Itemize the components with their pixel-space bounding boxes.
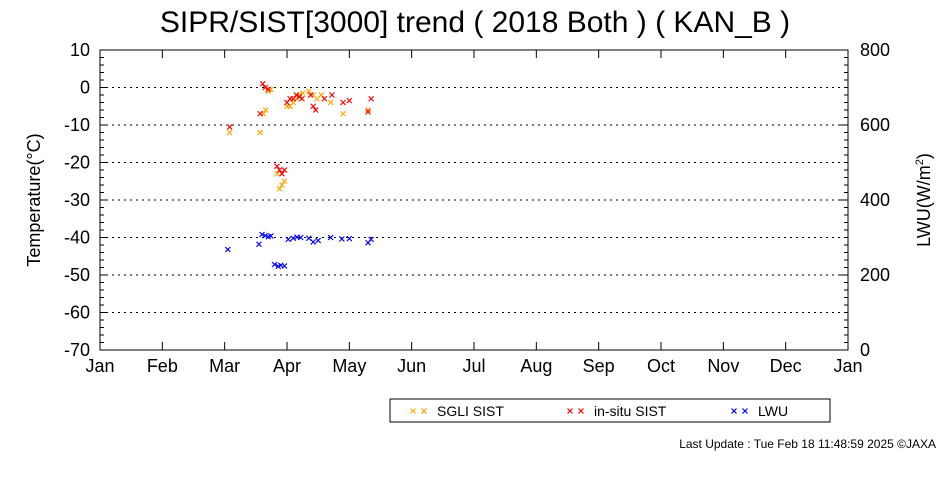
x-tick-label: May bbox=[332, 356, 366, 376]
axis-ticks bbox=[99, 49, 849, 351]
series-2 bbox=[224, 231, 375, 270]
data-point bbox=[327, 234, 334, 241]
series-0 bbox=[226, 86, 371, 192]
legend-marker bbox=[421, 408, 427, 414]
x-tick-label: Oct bbox=[647, 356, 675, 376]
last-update-text: Last Update : Tue Feb 18 11:48:59 2025 ©… bbox=[679, 437, 936, 451]
legend-marker bbox=[410, 408, 416, 414]
y2-tick-label: 0 bbox=[860, 340, 870, 360]
y-axis-label-right-sup: 2 bbox=[914, 159, 926, 165]
data-point bbox=[312, 107, 319, 113]
legend-marker bbox=[731, 408, 737, 414]
legend-label: LWU bbox=[758, 403, 788, 419]
legend: SGLI SIST in-situ SIST LWU bbox=[389, 398, 831, 423]
legend-label: SGLI SIST bbox=[437, 403, 504, 419]
tick-labels: 100-10-20-30-40-50-60-708006004002000Jan… bbox=[64, 40, 890, 376]
data-point bbox=[276, 185, 283, 192]
data-point bbox=[281, 167, 288, 173]
y-tick-label: -20 bbox=[64, 153, 90, 173]
y-tick-label: -60 bbox=[64, 303, 90, 323]
legend-marker bbox=[578, 408, 584, 414]
y-axis-label-right-main: LWU(W/m bbox=[914, 165, 934, 247]
data-point bbox=[310, 239, 317, 245]
data-point bbox=[257, 129, 264, 136]
data-point bbox=[257, 110, 264, 117]
y-axis-label-right: LWU(W/m2) bbox=[914, 153, 934, 247]
y-tick-label: 0 bbox=[80, 78, 90, 98]
legend-label: in-situ SIST bbox=[594, 403, 667, 419]
data-point bbox=[262, 232, 269, 239]
data-point bbox=[368, 95, 375, 102]
data-point bbox=[346, 97, 353, 104]
grid-lines bbox=[100, 87, 848, 313]
data-point bbox=[224, 246, 231, 253]
y-axis-label-right-end: ) bbox=[914, 153, 934, 159]
data-point bbox=[259, 80, 266, 87]
x-tick-label: Sep bbox=[583, 356, 615, 376]
data-point bbox=[321, 95, 328, 102]
chart-title: SIPR/SIST[3000] trend ( 2018 Both ) ( KA… bbox=[159, 6, 791, 39]
data-point bbox=[281, 263, 288, 269]
data-point bbox=[285, 236, 292, 243]
x-tick-label: Nov bbox=[707, 356, 739, 376]
y-tick-label: -70 bbox=[64, 340, 90, 360]
data-point bbox=[365, 108, 371, 115]
data-point bbox=[274, 170, 280, 177]
data-markers bbox=[224, 80, 375, 270]
data-point bbox=[274, 163, 280, 170]
data-point bbox=[281, 178, 288, 185]
data-point bbox=[338, 236, 345, 242]
data-point bbox=[327, 99, 334, 106]
data-point bbox=[293, 92, 300, 98]
data-point bbox=[279, 170, 285, 177]
x-tick-label: Jul bbox=[462, 356, 485, 376]
data-point bbox=[340, 99, 347, 106]
x-tick-label: Jun bbox=[397, 356, 426, 376]
data-point bbox=[310, 103, 317, 110]
x-tick-label: Mar bbox=[209, 356, 240, 376]
data-point bbox=[297, 234, 304, 241]
legend-box bbox=[389, 398, 831, 423]
data-point bbox=[346, 235, 353, 242]
y2-tick-label: 600 bbox=[860, 115, 890, 135]
data-point bbox=[315, 237, 322, 244]
y-tick-label: 10 bbox=[70, 40, 90, 60]
data-point bbox=[262, 107, 269, 113]
x-tick-label: Aug bbox=[520, 356, 552, 376]
legend-marker bbox=[567, 408, 573, 414]
data-point bbox=[279, 182, 285, 188]
x-tick-label: Jan bbox=[85, 356, 114, 376]
data-point bbox=[340, 110, 347, 117]
data-point bbox=[226, 123, 233, 130]
data-point bbox=[276, 167, 283, 173]
data-point bbox=[368, 236, 375, 243]
data-point bbox=[256, 241, 262, 248]
x-tick-label: Feb bbox=[147, 356, 178, 376]
legend-marker bbox=[742, 408, 748, 414]
data-point bbox=[290, 235, 297, 242]
data-point bbox=[259, 231, 265, 238]
y2-tick-label: 800 bbox=[860, 40, 890, 60]
x-tick-label: Jan bbox=[833, 356, 862, 376]
data-point bbox=[299, 95, 305, 102]
y2-tick-label: 400 bbox=[860, 190, 890, 210]
data-point bbox=[226, 129, 233, 136]
data-point bbox=[271, 261, 278, 268]
x-tick-label: Dec bbox=[770, 356, 802, 376]
series-1 bbox=[226, 80, 375, 177]
data-point bbox=[267, 233, 274, 239]
y-tick-label: -40 bbox=[64, 228, 90, 248]
y-tick-label: -10 bbox=[64, 115, 90, 135]
data-point bbox=[265, 86, 272, 93]
data-point bbox=[328, 92, 335, 98]
y-tick-label: -50 bbox=[64, 265, 90, 285]
data-point bbox=[307, 92, 314, 98]
data-point bbox=[262, 84, 269, 91]
data-point bbox=[365, 107, 371, 113]
x-tick-label: Apr bbox=[273, 356, 301, 376]
y-tick-label: -30 bbox=[64, 190, 90, 210]
y-axis-label-left: Temperature(°C) bbox=[24, 133, 44, 266]
y2-tick-label: 200 bbox=[860, 265, 890, 285]
